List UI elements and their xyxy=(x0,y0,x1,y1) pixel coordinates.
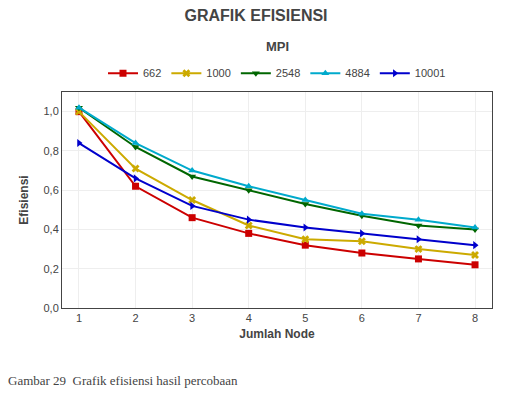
svg-text:7: 7 xyxy=(415,312,421,324)
svg-text:Efisiensi: Efisiensi xyxy=(17,175,31,224)
svg-text:2: 2 xyxy=(132,312,138,324)
svg-text:GRAFIK EFISIENSI: GRAFIK EFISIENSI xyxy=(184,7,327,24)
svg-text:662: 662 xyxy=(143,67,161,79)
svg-text:1,0: 1,0 xyxy=(44,105,59,117)
svg-text:Jumlah Node: Jumlah Node xyxy=(239,327,315,341)
svg-text:0,4: 0,4 xyxy=(44,223,59,235)
svg-text:0,8: 0,8 xyxy=(44,145,59,157)
svg-text:MPI: MPI xyxy=(266,39,289,54)
svg-text:3: 3 xyxy=(189,312,195,324)
svg-text:0,2: 0,2 xyxy=(44,263,59,275)
svg-text:0,0: 0,0 xyxy=(44,302,59,314)
svg-text:10001: 10001 xyxy=(415,67,446,79)
svg-text:2548: 2548 xyxy=(276,67,300,79)
svg-text:4: 4 xyxy=(246,312,252,324)
svg-text:6: 6 xyxy=(359,312,365,324)
svg-text:4884: 4884 xyxy=(345,67,369,79)
svg-text:0,6: 0,6 xyxy=(44,184,59,196)
svg-text:Gambar 29 Grafik efisiensi ha: Gambar 29 Grafik efisiensi hasil percoba… xyxy=(8,373,238,388)
svg-text:1000: 1000 xyxy=(206,67,230,79)
svg-text:1: 1 xyxy=(76,312,82,324)
svg-text:5: 5 xyxy=(302,312,308,324)
svg-text:8: 8 xyxy=(472,312,478,324)
